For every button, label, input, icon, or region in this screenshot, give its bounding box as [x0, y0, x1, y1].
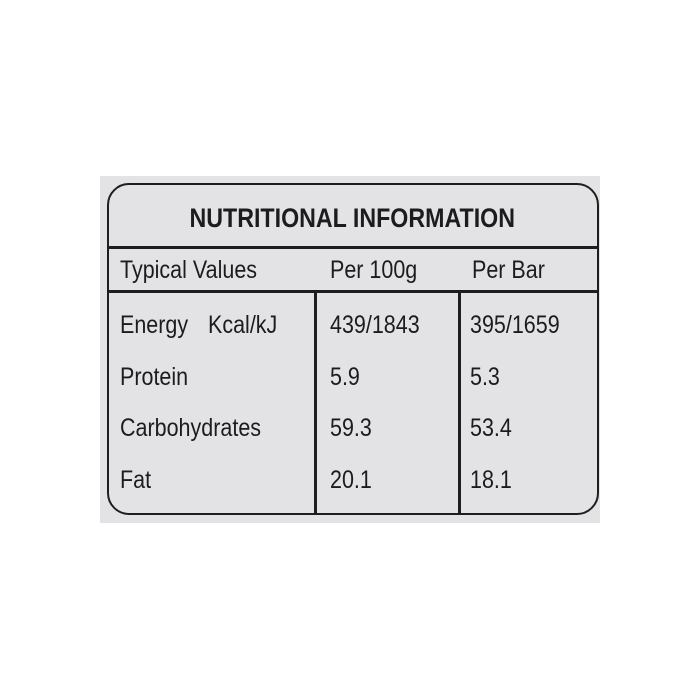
column-divider-1: [314, 292, 317, 513]
header-per-100g: Per 100g: [330, 256, 418, 284]
row-protein-name: Protein: [120, 363, 189, 391]
row-fat-name: Fat: [120, 466, 152, 494]
row-fat-per-100g: 20.1: [330, 466, 372, 494]
row-energy-per-100g: 439/1843: [330, 311, 420, 339]
row-carbohydrates-name: Carbohydrates: [120, 414, 262, 442]
row-energy-per-bar: 395/1659: [470, 311, 560, 339]
header-divider: [108, 290, 598, 293]
header-per-bar: Per Bar: [472, 256, 545, 284]
nutrition-table-border: [107, 183, 599, 515]
row-carbohydrates-per-100g: 59.3: [330, 414, 372, 442]
header-typical-values: Typical Values: [120, 256, 258, 284]
label-background: [100, 176, 600, 523]
row-energy-unit: Kcal/kJ: [208, 311, 278, 339]
row-energy-name: Energy: [120, 311, 189, 339]
row-fat-per-bar: 18.1: [470, 466, 512, 494]
row-protein-per-100g: 5.9: [330, 363, 360, 391]
row-protein-per-bar: 5.3: [470, 363, 500, 391]
table-title: NUTRITIONAL INFORMATION: [189, 203, 516, 233]
row-carbohydrates-per-bar: 53.4: [470, 414, 512, 442]
column-divider-2: [458, 292, 461, 513]
title-divider: [108, 246, 598, 249]
